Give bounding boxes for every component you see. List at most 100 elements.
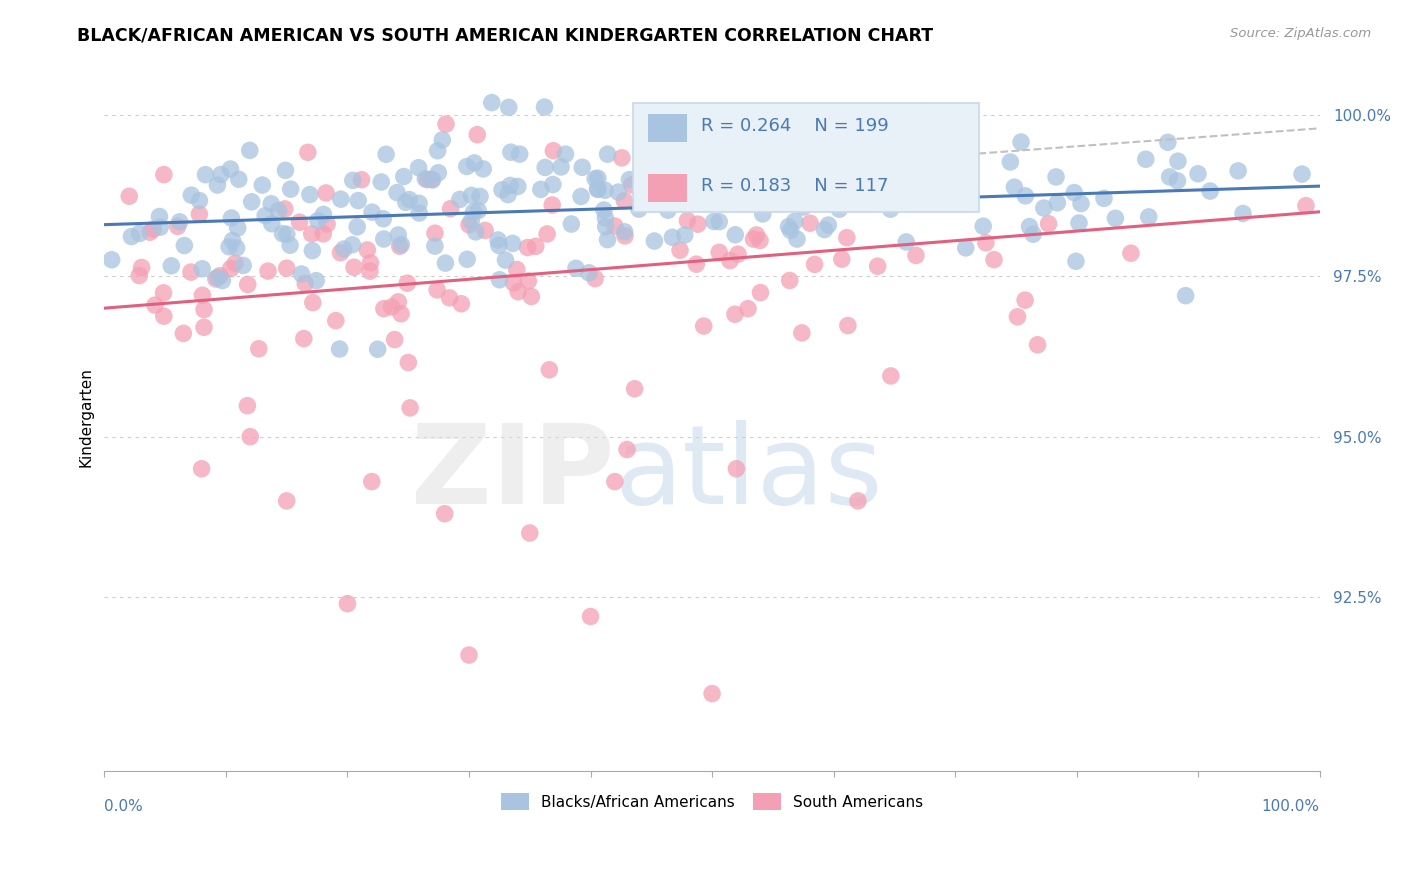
Point [1018,219,1040,234]
Point [346,219,368,234]
Point [169,215,191,229]
Point [725,169,748,184]
Point [686,217,709,231]
Point [737,155,759,169]
Point [904,248,927,262]
Point [474,223,496,237]
Point [1166,174,1188,188]
Point [433,507,456,521]
Point [571,161,593,175]
Point [737,301,759,316]
Point [458,218,481,232]
Point [1187,167,1209,181]
Point [533,100,555,114]
Point [432,133,454,147]
Point [254,209,277,223]
Point [316,217,339,231]
Point [221,211,243,225]
Point [813,222,835,236]
Point [128,227,150,241]
Point [1104,211,1126,226]
Point [375,147,398,161]
Point [538,363,561,377]
Point [502,236,524,251]
Point [194,168,217,182]
Point [463,156,485,170]
Point [846,494,869,508]
Point [1119,246,1142,260]
Point [593,183,616,197]
Point [180,188,202,202]
Point [180,265,202,279]
Point [149,220,172,235]
Point [790,326,813,340]
Point [166,219,188,234]
Point [1010,135,1032,149]
Point [643,234,665,248]
Point [1064,254,1087,268]
Point [711,112,734,126]
Point [408,196,430,211]
Point [434,256,457,270]
Point [921,188,943,202]
Point [267,203,290,218]
Point [756,194,779,208]
Point [948,170,970,185]
Point [128,268,150,283]
Point [460,214,482,228]
Point [392,169,415,184]
Point [226,221,249,235]
Point [395,195,418,210]
Point [325,313,347,327]
Point [336,597,359,611]
Point [276,494,298,508]
Point [373,301,395,316]
Point [347,194,370,208]
Point [305,274,328,288]
Point [903,175,925,189]
Text: R = 0.183    N = 117: R = 0.183 N = 117 [702,178,889,195]
Point [387,227,409,242]
Point [1038,217,1060,231]
Point [460,188,482,202]
Point [1002,180,1025,194]
Point [682,138,704,153]
Point [817,218,839,232]
Point [193,302,215,317]
Point [148,210,170,224]
Point [620,178,643,192]
Point [972,219,994,234]
Point [811,190,834,204]
Point [274,163,297,178]
Point [416,172,439,186]
Point [388,239,411,253]
Point [823,180,845,194]
Point [100,252,122,267]
Point [172,326,194,341]
Point [307,213,329,227]
Point [530,182,553,196]
Point [1232,206,1254,220]
Point [464,225,486,239]
Point [420,172,443,186]
Point [211,273,233,287]
Text: 0.0%: 0.0% [104,799,143,814]
Point [554,147,576,161]
Point [779,144,801,158]
Point [593,202,616,217]
FancyBboxPatch shape [633,103,980,212]
Point [517,274,540,288]
Point [467,203,489,218]
Point [614,228,637,243]
Point [450,297,472,311]
Point [359,256,381,270]
Point [543,144,565,158]
Point [849,191,872,205]
Point [207,270,229,285]
Point [648,182,671,196]
Point [806,171,828,186]
Point [1159,169,1181,184]
Point [685,257,707,271]
Point [381,300,404,314]
Point [191,261,214,276]
